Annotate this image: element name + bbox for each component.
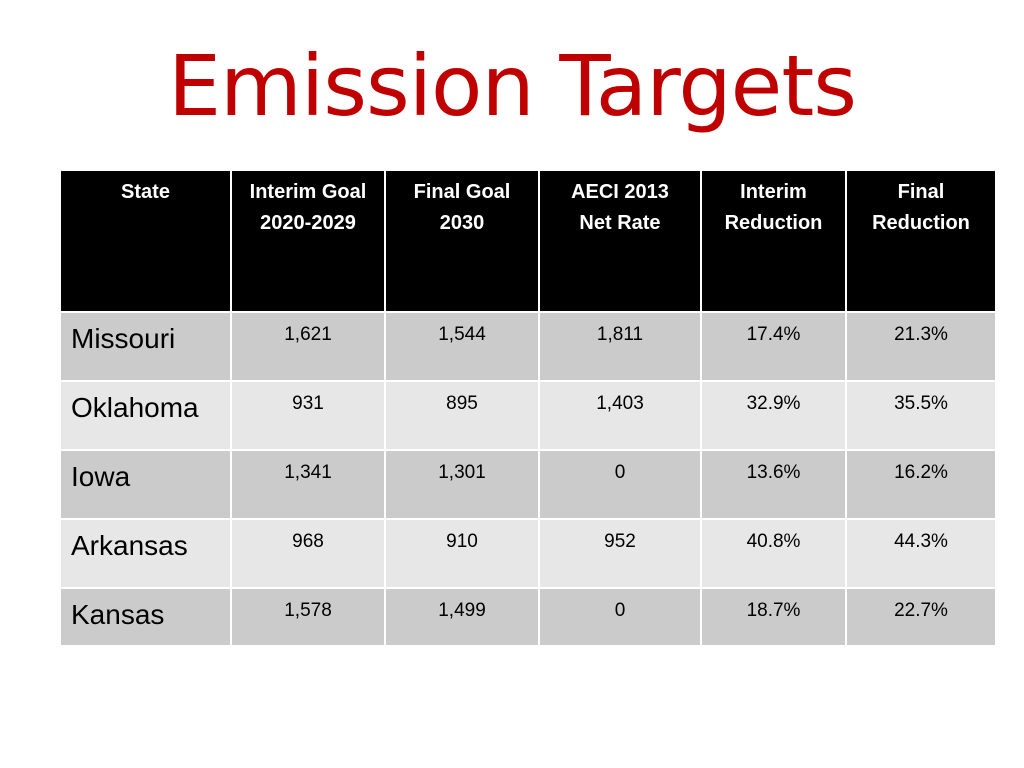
interim-reduction-cell: 18.7% [700, 587, 847, 647]
final-goal-cell: 1,499 [384, 587, 540, 647]
interim-reduction-cell: 40.8% [700, 518, 847, 589]
table-row-missouri: Missouri 1,621 1,544 1,811 17.4% 21.3% [59, 311, 997, 382]
header-aeci-net-rate: AECI 2013 Net Rate [538, 169, 702, 313]
table-row-iowa: Iowa 1,341 1,301 0 13.6% 16.2% [59, 449, 997, 520]
aeci-net-rate-cell: 952 [538, 518, 702, 589]
header-final-reduction: Final Reduction [845, 169, 997, 313]
header-aeci-net-rate-line1: AECI 2013 [571, 181, 669, 203]
header-interim-reduction-line1: Interim [740, 181, 807, 203]
aeci-net-rate-cell: 0 [538, 587, 702, 647]
header-state: State [59, 169, 232, 313]
table-header: State Interim Goal 2020-2029 Final Goal … [59, 169, 997, 313]
final-reduction-cell: 16.2% [845, 449, 997, 520]
header-interim-goal: Interim Goal 2020-2029 [230, 169, 386, 313]
state-cell: Oklahoma [59, 380, 232, 451]
interim-goal-cell: 1,578 [230, 587, 386, 647]
final-reduction-cell: 22.7% [845, 587, 997, 647]
header-final-reduction-line1: Final [897, 181, 945, 203]
interim-reduction-cell: 17.4% [700, 311, 847, 382]
table-body: Missouri 1,621 1,544 1,811 17.4% 21.3% O… [59, 311, 997, 647]
interim-goal-cell: 1,621 [230, 311, 386, 382]
header-final-reduction-line2: Reduction [872, 212, 970, 234]
interim-reduction-cell: 32.9% [700, 380, 847, 451]
table-row-oklahoma: Oklahoma 931 895 1,403 32.9% 35.5% [59, 380, 997, 451]
header-final-goal: Final Goal 2030 [384, 169, 540, 313]
header-final-goal-line2: 2030 [439, 212, 485, 234]
final-goal-cell: 895 [384, 380, 540, 451]
emission-targets-table: State Interim Goal 2020-2029 Final Goal … [59, 169, 997, 647]
aeci-net-rate-cell: 1,811 [538, 311, 702, 382]
header-interim-reduction: Interim Reduction [700, 169, 847, 313]
table-row-kansas: Kansas 1,578 1,499 0 18.7% 22.7% [59, 587, 997, 647]
final-reduction-cell: 21.3% [845, 311, 997, 382]
final-goal-cell: 1,544 [384, 311, 540, 382]
table-row-arkansas: Arkansas 968 910 952 40.8% 44.3% [59, 518, 997, 589]
interim-goal-cell: 931 [230, 380, 386, 451]
header-interim-goal-line2: 2020-2029 [260, 212, 356, 234]
header-interim-reduction-line2: Reduction [724, 212, 823, 234]
final-reduction-cell: 35.5% [845, 380, 997, 451]
interim-goal-cell: 1,341 [230, 449, 386, 520]
slide-title: Emission Targets [167, 37, 857, 135]
interim-reduction-cell: 13.6% [700, 449, 847, 520]
aeci-net-rate-cell: 1,403 [538, 380, 702, 451]
header-aeci-net-rate-line2: Net Rate [579, 212, 661, 234]
final-reduction-cell: 44.3% [845, 518, 997, 589]
header-final-goal-line1: Final Goal [413, 181, 511, 203]
state-cell: Kansas [59, 587, 232, 647]
state-cell: Iowa [59, 449, 232, 520]
interim-goal-cell: 968 [230, 518, 386, 589]
final-goal-cell: 1,301 [384, 449, 540, 520]
header-interim-goal-line1: Interim Goal [249, 181, 367, 203]
state-cell: Missouri [59, 311, 232, 382]
header-row: State Interim Goal 2020-2029 Final Goal … [59, 169, 997, 313]
header-state-line1: State [121, 181, 170, 203]
state-cell: Arkansas [59, 518, 232, 589]
final-goal-cell: 910 [384, 518, 540, 589]
aeci-net-rate-cell: 0 [538, 449, 702, 520]
